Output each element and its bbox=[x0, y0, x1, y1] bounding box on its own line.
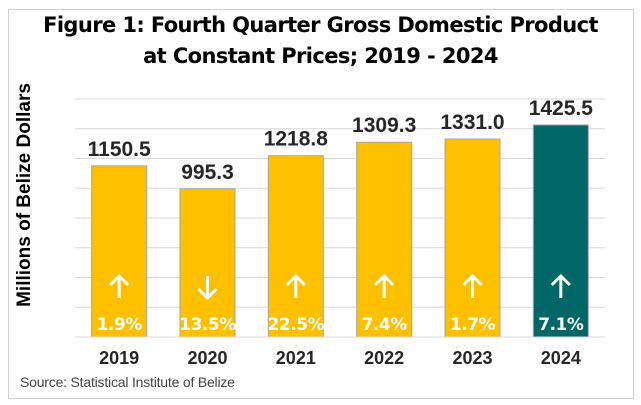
value-label: 995.3 bbox=[181, 161, 234, 184]
growth-label: 1.7% bbox=[450, 315, 496, 335]
value-label: 1425.5 bbox=[529, 97, 594, 120]
bar bbox=[444, 138, 501, 338]
arrow-up-icon bbox=[374, 273, 395, 298]
x-tick-label: 2022 bbox=[364, 348, 404, 368]
source-note: Source: Statistical Institute of Belize bbox=[20, 374, 235, 390]
chart-frame bbox=[8, 9, 634, 399]
growth-label: 22.5% bbox=[268, 315, 325, 335]
arrow-up-icon bbox=[550, 273, 571, 298]
bar bbox=[91, 165, 148, 338]
x-tick-label: 2019 bbox=[99, 348, 139, 368]
growth-label: 7.1% bbox=[538, 315, 584, 335]
value-label: 1331.0 bbox=[440, 111, 504, 134]
bar bbox=[267, 155, 324, 338]
growth-label: 13.5% bbox=[179, 315, 236, 335]
bar bbox=[179, 188, 236, 338]
value-label: 1218.8 bbox=[264, 128, 329, 151]
value-label: 1150.5 bbox=[88, 138, 151, 161]
arrow-up-icon bbox=[109, 273, 130, 298]
bar bbox=[532, 124, 589, 338]
chart-title-line-2: at Constant Prices; 2019 - 2024 bbox=[143, 44, 498, 68]
bar bbox=[356, 141, 413, 338]
x-tick-label: 2023 bbox=[452, 348, 492, 368]
arrow-down-icon bbox=[197, 276, 218, 301]
value-label: 1309.3 bbox=[352, 114, 416, 137]
x-tick-label: 2020 bbox=[187, 348, 227, 368]
growth-label: 7.4% bbox=[362, 315, 408, 335]
growth-label: 1.9% bbox=[97, 315, 143, 335]
arrow-up-icon bbox=[285, 273, 306, 298]
x-tick-label: 2021 bbox=[276, 348, 316, 368]
x-tick-label: 2024 bbox=[541, 348, 581, 368]
chart-title-line-1: Figure 1: Fourth Quarter Gross Domestic … bbox=[43, 13, 598, 37]
arrow-up-icon bbox=[462, 273, 483, 298]
